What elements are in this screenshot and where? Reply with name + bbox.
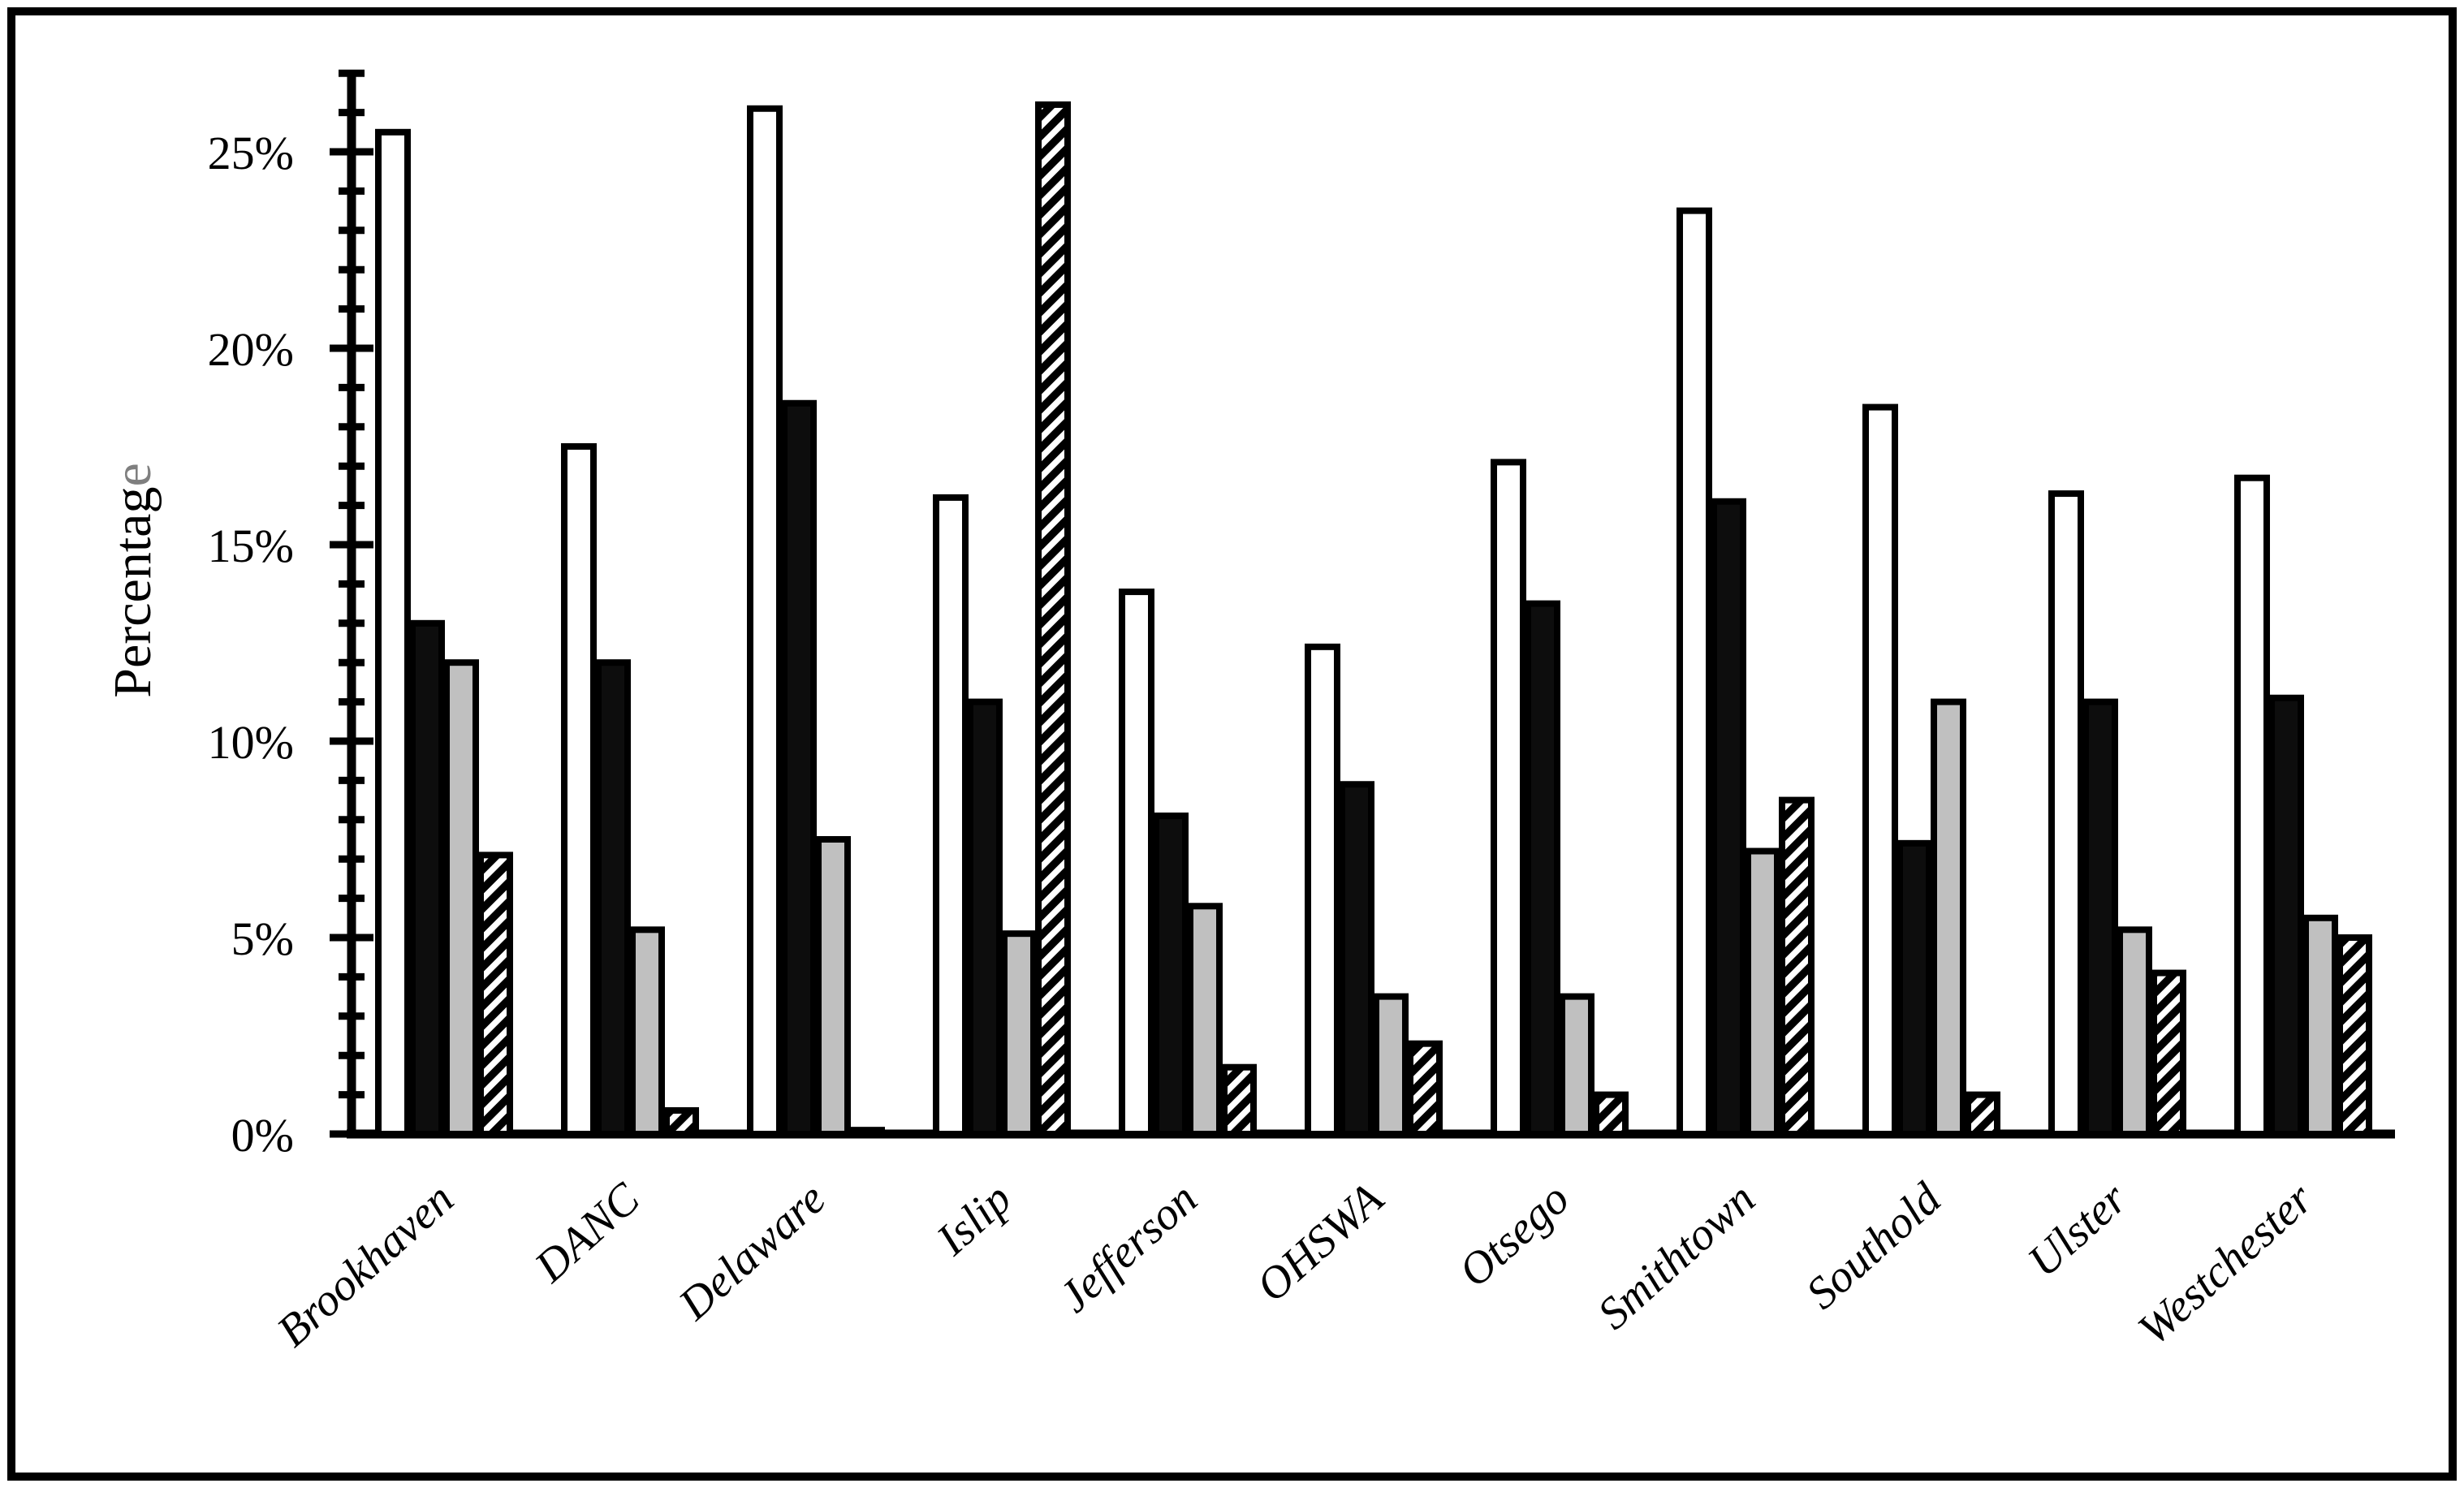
- y-tick-label: 5%: [231, 912, 294, 965]
- figure-border: [7, 7, 2457, 1481]
- bar-jefferson-black: [1153, 812, 1189, 1138]
- bar-danc-white: [561, 443, 597, 1137]
- bar-smithtown-white: [1676, 207, 1712, 1138]
- bar-group-ulster: [2048, 490, 2186, 1138]
- bar-group-brookhaven: [375, 128, 513, 1137]
- bar-ulster-black: [2082, 698, 2118, 1137]
- bar-smithtown-gray: [1745, 847, 1780, 1138]
- bar-group-westchester: [2234, 474, 2372, 1138]
- bar-delaware-black: [781, 399, 817, 1137]
- bar-ulster-hatched: [2151, 969, 2186, 1138]
- bar-group-southold: [1862, 403, 2000, 1138]
- bar-jefferson-hatched: [1221, 1063, 1257, 1137]
- bar-ohswa-black: [1339, 781, 1374, 1137]
- bar-delaware-gray: [815, 836, 851, 1137]
- bar-group-otsego: [1491, 459, 1629, 1137]
- bar-ohswa-gray: [1373, 993, 1409, 1137]
- bar-brookhaven-hatched: [477, 852, 513, 1137]
- bar-danc-black: [595, 659, 631, 1137]
- bar-southold-black: [1897, 839, 1932, 1137]
- bar-ohswa-hatched: [1407, 1040, 1443, 1138]
- bar-ulster-white: [2048, 490, 2084, 1137]
- y-tick-label: 0%: [231, 1109, 294, 1162]
- y-tick-label: 10%: [208, 716, 294, 769]
- bar-westchester-black: [2268, 694, 2304, 1137]
- bar-group-jefferson: [1119, 589, 1257, 1138]
- bar-group-ohswa: [1305, 643, 1443, 1138]
- bar-brookhaven-white: [375, 128, 411, 1137]
- bar-westchester-hatched: [2337, 934, 2372, 1137]
- bar-ohswa-white: [1305, 643, 1340, 1137]
- bar-delaware-hatched: [849, 1127, 885, 1138]
- bar-group-smithtown: [1676, 207, 1815, 1138]
- y-ticks: [330, 69, 373, 1138]
- bar-jefferson-gray: [1187, 903, 1223, 1138]
- bar-islip-white: [933, 494, 969, 1137]
- bar-smithtown-black: [1711, 498, 1746, 1137]
- y-tick-label: 25%: [208, 127, 294, 179]
- bar-otsego-white: [1491, 459, 1526, 1137]
- bar-danc-hatched: [663, 1106, 699, 1137]
- y-tick-labels: 0% 5% 10% 15% 20% 25%: [208, 127, 294, 1162]
- bar-otsego-hatched: [1593, 1091, 1629, 1137]
- bar-islip-gray: [1001, 930, 1037, 1138]
- bar-jefferson-white: [1119, 589, 1154, 1137]
- y-axis-title: Percentage: [103, 463, 162, 698]
- bar-otsego-black: [1525, 600, 1560, 1137]
- bar-southold-white: [1862, 403, 1898, 1138]
- bar-southold-hatched: [1965, 1091, 2000, 1137]
- bar-group-delaware: [747, 105, 885, 1138]
- bar-islip-black: [967, 698, 1003, 1137]
- bar-islip-hatched: [1035, 101, 1071, 1137]
- bar-otsego-gray: [1559, 993, 1594, 1137]
- bar-westchester-white: [2234, 474, 2270, 1137]
- bar-brookhaven-black: [409, 619, 445, 1137]
- bar-ulster-gray: [2117, 926, 2152, 1137]
- bar-westchester-gray: [2302, 914, 2338, 1138]
- y-tick-label: 15%: [208, 520, 294, 572]
- bar-group-danc: [561, 443, 699, 1137]
- bar-smithtown-hatched: [1779, 796, 1815, 1137]
- bar-brookhaven-gray: [443, 659, 479, 1137]
- bar-group-islip: [933, 101, 1071, 1138]
- bar-southold-gray: [1931, 698, 1966, 1137]
- bar-danc-gray: [629, 926, 665, 1137]
- bar-delaware-white: [747, 105, 783, 1137]
- y-tick-label: 20%: [208, 323, 294, 376]
